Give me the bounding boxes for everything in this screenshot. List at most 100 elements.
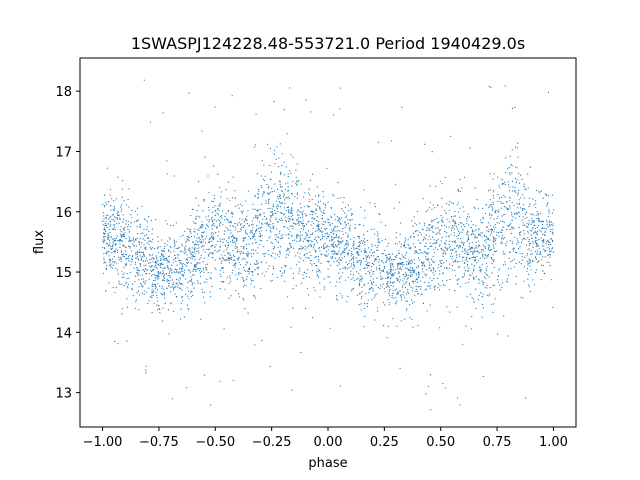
data-point: [529, 290, 532, 292]
data-point: [306, 205, 309, 207]
data-point: [403, 245, 405, 247]
data-point: [451, 241, 454, 243]
data-point: [399, 367, 401, 369]
data-point: [328, 276, 330, 278]
data-point: [317, 270, 319, 272]
data-point: [287, 227, 289, 229]
data-point: [504, 263, 506, 265]
data-point: [444, 253, 447, 255]
data-point: [134, 275, 137, 277]
data-point: [291, 235, 293, 238]
data-point: [376, 231, 378, 233]
data-point: [329, 327, 331, 329]
data-point: [280, 172, 282, 174]
data-point: [347, 242, 349, 244]
data-point: [260, 234, 262, 236]
data-point: [128, 277, 130, 279]
data-point: [318, 224, 320, 226]
data-point: [260, 287, 262, 289]
data-point: [529, 244, 531, 246]
data-point: [364, 315, 366, 318]
data-point: [393, 281, 395, 283]
data-point: [399, 262, 401, 264]
data-point: [156, 304, 158, 306]
data-point: [151, 265, 153, 267]
data-point: [239, 264, 241, 266]
data-point: [141, 257, 143, 259]
data-point: [166, 259, 168, 262]
data-point: [513, 266, 516, 268]
data-point: [168, 249, 170, 251]
data-point: [118, 256, 120, 258]
data-point: [143, 79, 145, 81]
data-point: [534, 231, 536, 234]
data-point: [194, 228, 196, 230]
data-point: [206, 225, 208, 227]
data-point: [470, 293, 472, 295]
data-point: [185, 251, 187, 253]
data-point: [324, 221, 326, 223]
data-point: [133, 240, 135, 242]
data-point: [478, 252, 480, 254]
data-point: [493, 241, 495, 243]
data-point: [448, 226, 450, 228]
data-point: [107, 214, 109, 216]
data-point: [250, 271, 252, 273]
data-point: [528, 219, 530, 221]
data-point: [292, 272, 294, 274]
data-point: [448, 236, 450, 238]
data-point: [305, 231, 307, 233]
data-point: [290, 154, 292, 156]
data-point: [351, 218, 353, 221]
data-point: [113, 251, 115, 253]
data-point: [391, 253, 393, 255]
data-point: [105, 216, 107, 219]
data-point: [540, 190, 542, 192]
data-point: [461, 242, 463, 244]
data-point: [381, 286, 383, 288]
data-point: [222, 280, 224, 283]
data-point: [106, 204, 108, 206]
data-point: [269, 164, 271, 167]
data-point: [232, 213, 234, 215]
data-point: [511, 226, 513, 228]
data-point: [366, 267, 368, 269]
data-point: [371, 281, 373, 283]
data-point: [501, 286, 503, 288]
data-point: [211, 211, 213, 213]
data-point: [286, 206, 288, 208]
data-point: [228, 221, 230, 223]
data-point: [536, 261, 539, 263]
data-point: [545, 241, 548, 243]
data-point: [246, 215, 248, 217]
data-point: [287, 206, 290, 208]
data-point: [119, 240, 121, 242]
data-point: [472, 298, 475, 300]
data-point: [272, 225, 274, 227]
data-point: [149, 246, 151, 248]
data-point: [506, 201, 508, 203]
data-point: [410, 286, 412, 288]
data-point: [511, 165, 513, 167]
data-point: [519, 215, 521, 217]
data-point: [394, 272, 396, 274]
data-point: [317, 268, 319, 270]
data-point: [214, 205, 216, 207]
data-point: [534, 230, 536, 232]
data-point: [377, 239, 379, 241]
data-point: [143, 265, 145, 267]
data-point: [247, 190, 249, 192]
data-point: [315, 265, 317, 267]
data-point: [372, 252, 374, 254]
data-point: [449, 200, 451, 202]
data-point: [432, 231, 434, 233]
data-point: [462, 343, 464, 345]
data-point: [257, 227, 259, 230]
data-point: [190, 232, 192, 235]
data-point: [490, 248, 492, 251]
data-point: [210, 404, 212, 406]
data-point: [291, 234, 293, 236]
data-point: [487, 244, 489, 246]
data-point: [341, 295, 343, 297]
data-point: [177, 284, 179, 286]
